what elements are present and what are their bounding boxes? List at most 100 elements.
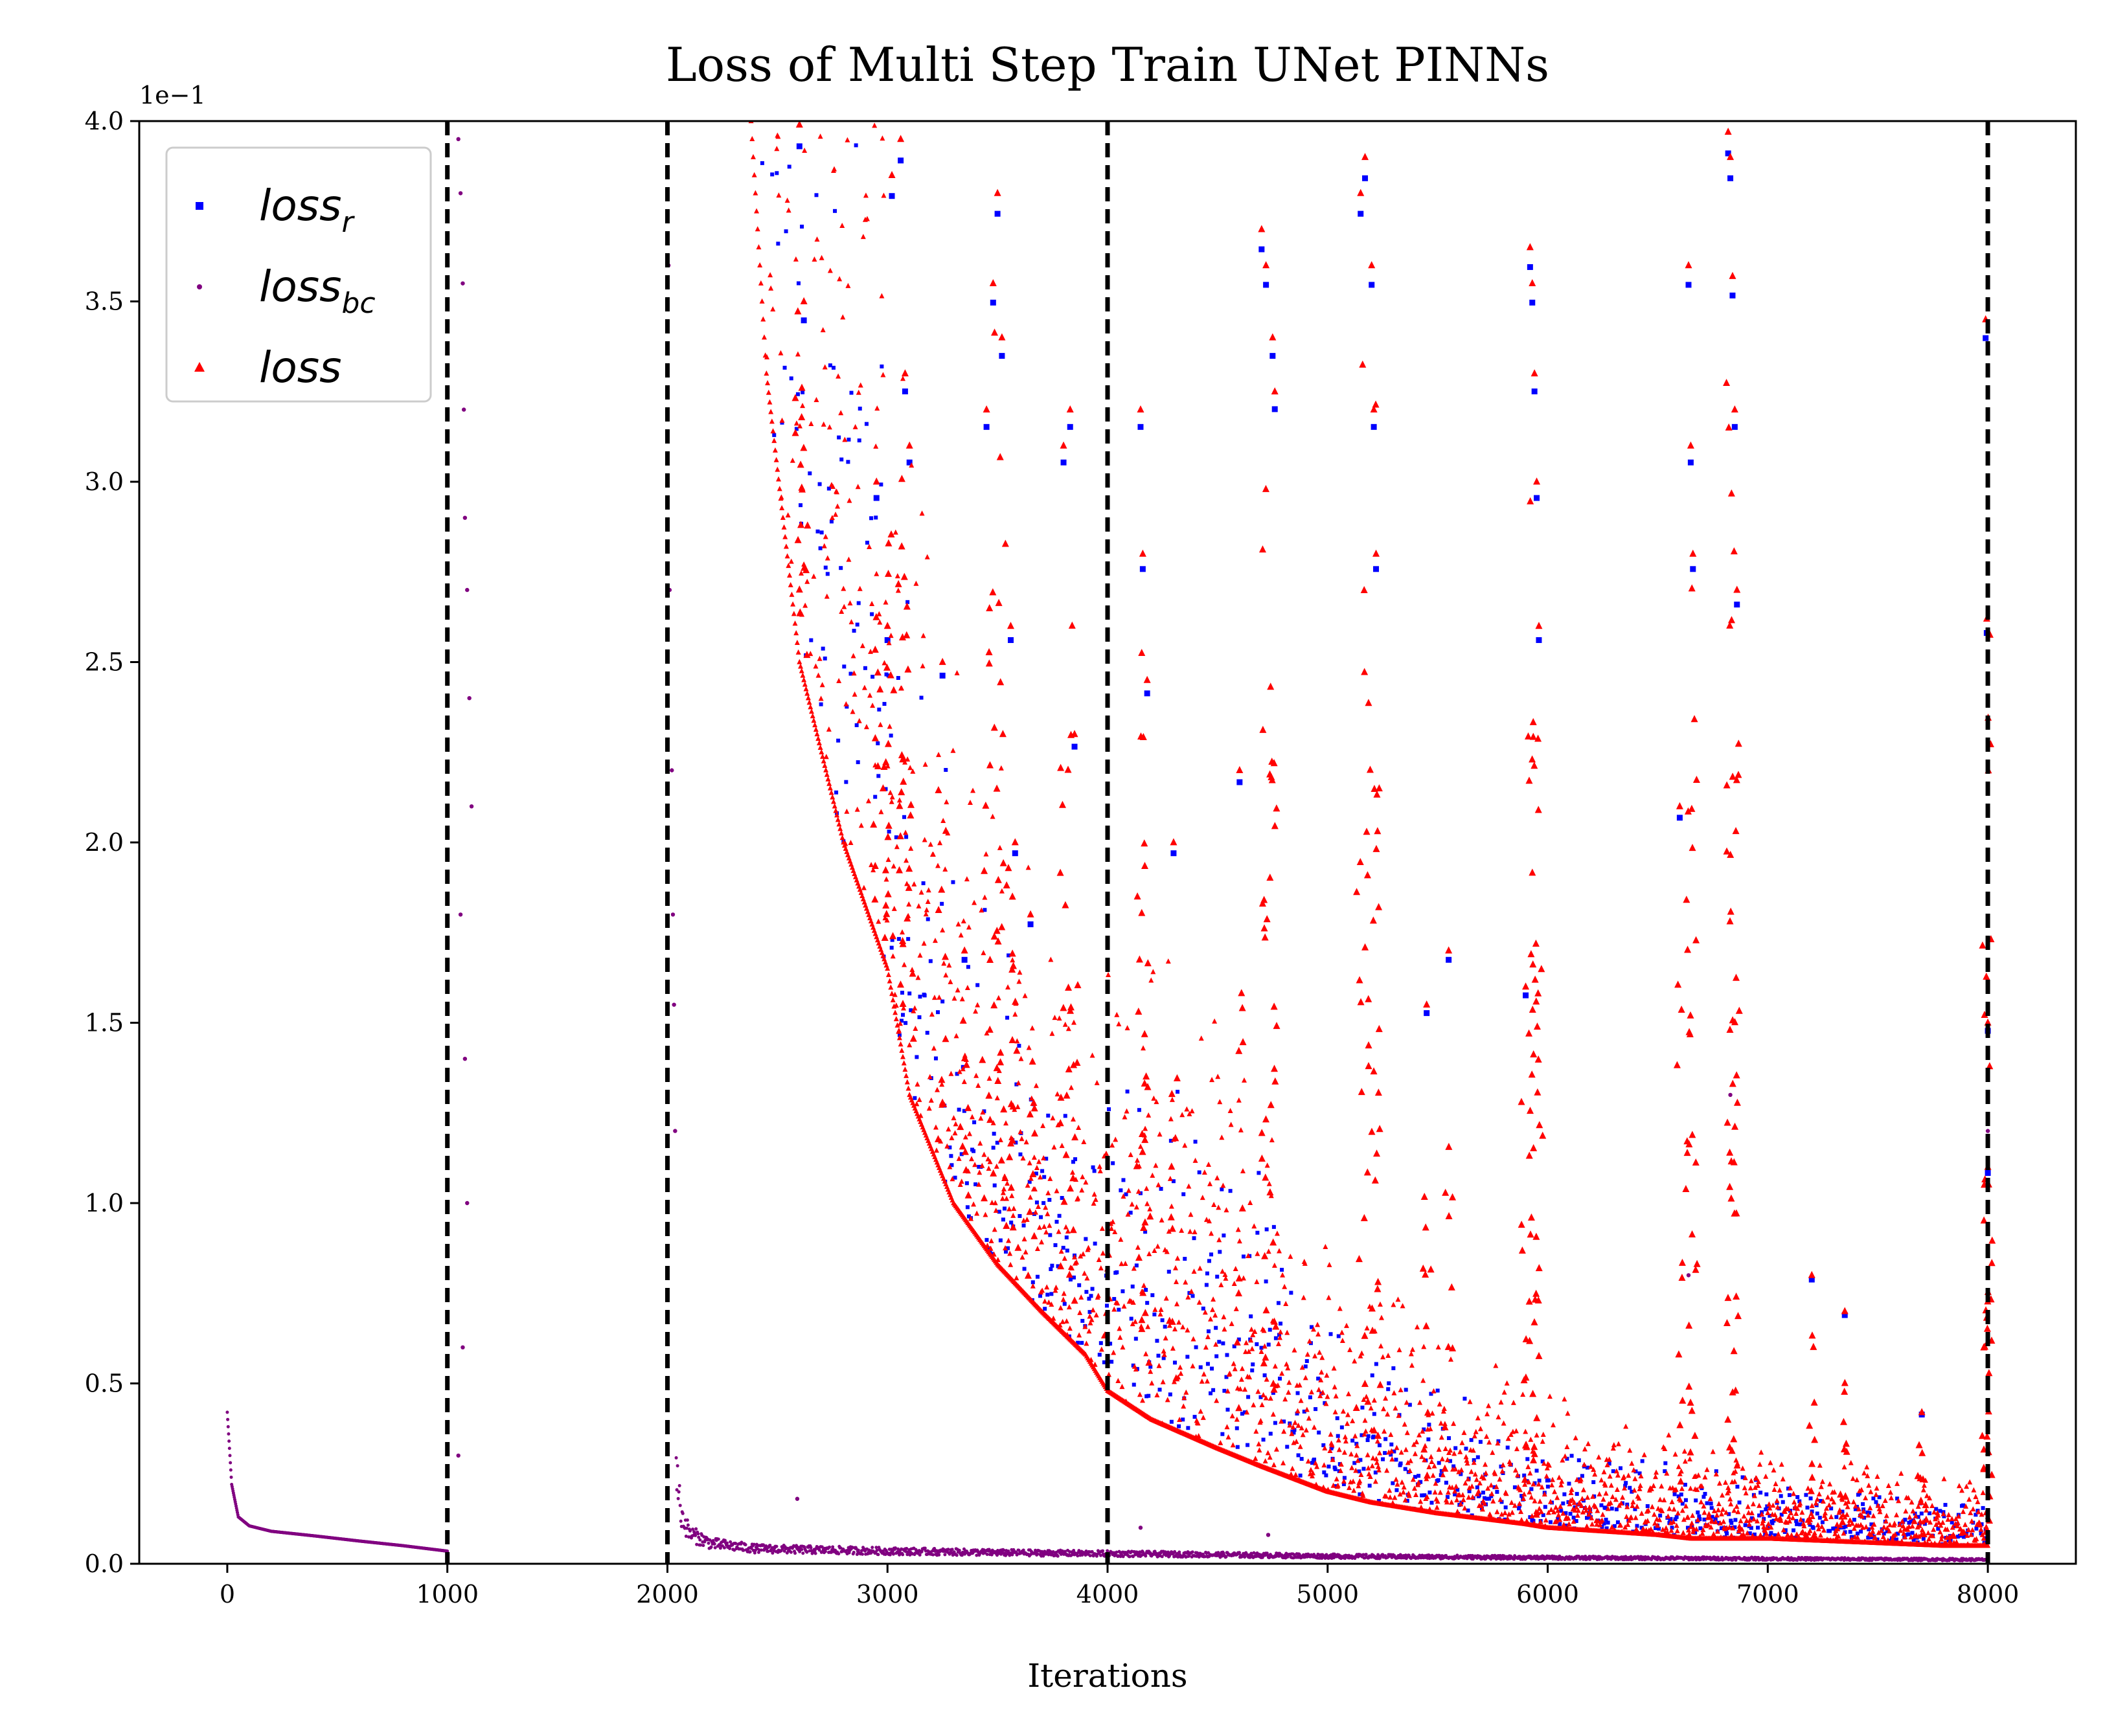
loss-r-point: [1241, 1254, 1246, 1259]
loss-r-point: [1391, 1481, 1395, 1485]
loss-bc-point: [229, 1468, 233, 1472]
loss-r-point: [1124, 1192, 1128, 1197]
loss-r-point: [1615, 1520, 1620, 1524]
loss-r-point: [855, 622, 859, 627]
loss-r-point: [1193, 1140, 1198, 1144]
loss-r-point: [1561, 1501, 1565, 1505]
loss-r-spike: [1529, 299, 1536, 306]
loss-bc-spike: [673, 1129, 677, 1133]
loss-r-point: [1190, 1294, 1195, 1298]
loss-bc-point: [893, 1546, 897, 1550]
loss-r-point: [1919, 1511, 1924, 1516]
loss-r-point: [1386, 1387, 1391, 1392]
loss-r-point: [1280, 1267, 1284, 1272]
series-loss-bc: [225, 137, 1990, 1562]
loss-r-point: [1204, 1283, 1209, 1287]
loss-r-point: [1115, 1270, 1119, 1274]
loss-r-point: [1805, 1505, 1810, 1510]
loss-r-point: [839, 457, 844, 462]
loss-r-point: [863, 666, 867, 670]
loss-bc-point: [688, 1529, 692, 1533]
loss-r-point: [826, 486, 831, 491]
loss-bc-point: [713, 1546, 717, 1550]
loss-bc-point: [771, 1551, 775, 1555]
loss-bc-point: [716, 1537, 720, 1541]
loss-r-point: [1562, 1492, 1567, 1496]
loss-r-point: [1018, 1152, 1023, 1156]
loss-r-point: [796, 281, 801, 286]
loss-r-point: [1090, 1287, 1095, 1291]
loss-r-point: [922, 993, 927, 998]
loss-r-spike: [961, 956, 968, 963]
loss-r-point: [1446, 1436, 1451, 1440]
loss-bc-point: [957, 1548, 961, 1552]
loss-r-point: [896, 937, 901, 941]
loss-r-spike: [1527, 264, 1533, 270]
loss-r-point: [1389, 1442, 1394, 1447]
loss-r-point: [1194, 1345, 1198, 1349]
loss-r-point: [1815, 1511, 1819, 1516]
loss-r-point: [877, 707, 882, 712]
loss-r-point: [1548, 1520, 1553, 1524]
loss-bc-spike: [467, 696, 472, 701]
loss-bc-point: [686, 1523, 690, 1527]
loss-r-point: [1152, 1312, 1157, 1316]
loss-bc-point: [805, 1550, 809, 1554]
loss-bc-point: [955, 1553, 959, 1557]
loss-r-point: [1295, 1391, 1300, 1395]
loss-r-point: [1065, 1248, 1069, 1253]
loss-bc-point: [723, 1539, 727, 1542]
loss-r-point: [814, 193, 819, 197]
loss-r-point: [854, 723, 859, 727]
loss-bc-point: [905, 1546, 909, 1550]
loss-r-spike: [1729, 292, 1736, 299]
loss-r-spike: [1027, 921, 1034, 927]
loss-r-point: [1635, 1524, 1639, 1528]
loss-r-point: [1002, 1206, 1007, 1211]
loss-r-point: [1861, 1502, 1865, 1506]
loss-r-spike: [1523, 992, 1529, 998]
loss-r-point: [1469, 1437, 1474, 1442]
loss-r-point: [1781, 1500, 1785, 1504]
loss-r-point: [928, 959, 933, 964]
loss-r-spike: [990, 299, 996, 306]
loss-r-spike: [1144, 690, 1150, 697]
loss-r-point: [1157, 1388, 1162, 1392]
loss-bc-spike: [458, 912, 463, 917]
loss-bc-spike: [462, 1057, 468, 1061]
loss-r-point: [1049, 1267, 1053, 1271]
loss-r-point: [1107, 1107, 1111, 1112]
loss-bc-point: [891, 1550, 894, 1553]
loss-r-point: [1694, 1498, 1698, 1503]
loss-r-spike: [983, 423, 990, 430]
loss-r-point: [782, 365, 787, 370]
loss-r-point: [799, 503, 803, 508]
loss-r-point: [1437, 1461, 1441, 1465]
loss-r-point: [1144, 1288, 1148, 1292]
loss-r-point: [1575, 1492, 1579, 1496]
loss-r-point: [1053, 1243, 1058, 1247]
loss-r-point: [1163, 1324, 1167, 1329]
loss-bc-point: [760, 1548, 764, 1552]
loss-r-point: [1091, 1165, 1095, 1169]
loss-r-spike: [1012, 850, 1018, 857]
loss-bc-point: [729, 1540, 733, 1544]
loss-r-point: [770, 172, 775, 177]
loss-r-point: [847, 437, 851, 442]
loss-r-point: [1335, 1416, 1339, 1421]
loss-r-point: [1545, 1484, 1550, 1489]
loss-bc-point: [734, 1542, 738, 1546]
loss-r-point: [965, 1205, 970, 1210]
loss-bc-point: [798, 1550, 802, 1553]
loss-r-point: [1249, 1314, 1253, 1318]
loss-r-point: [1367, 1483, 1372, 1488]
loss-r-point: [1064, 1235, 1069, 1240]
loss-bc-point: [874, 1546, 878, 1550]
loss-r-spike: [1424, 1010, 1430, 1017]
loss-bc-point: [831, 1545, 835, 1549]
loss-r-point: [1215, 1274, 1220, 1279]
loss-r-point: [1383, 1437, 1388, 1441]
loss-r-point: [801, 390, 805, 394]
loss-r-point: [992, 1131, 996, 1136]
loss-bc-point: [699, 1543, 703, 1547]
